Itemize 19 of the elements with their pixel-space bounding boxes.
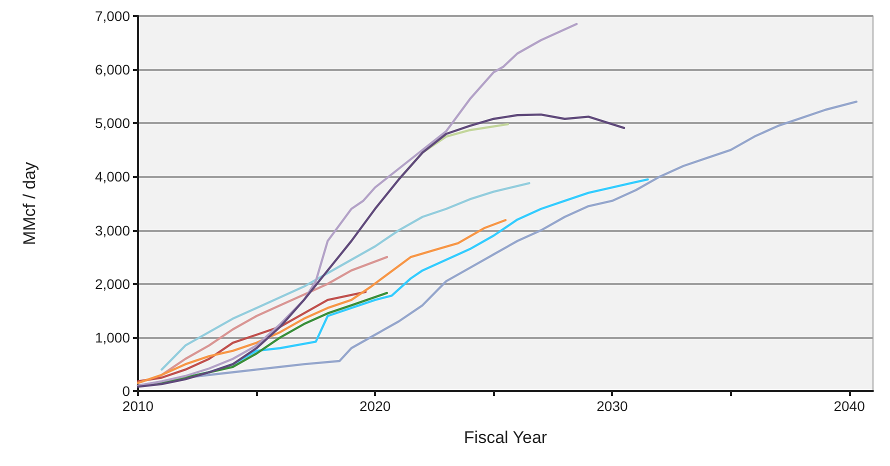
y-tick-label: 2,000 [94,276,130,292]
y-tick-label: 0 [122,383,130,399]
line-series [136,113,626,388]
x-tick-label: 2030 [596,398,628,414]
x-axis-title: Fiscal Year [464,428,548,447]
y-tick-label: 6,000 [94,62,130,78]
line-series [136,22,578,387]
y-tick-label: 4,000 [94,168,130,185]
y-tick-label: 1,000 [94,329,130,346]
y-axis-title: MMcf / day [20,161,39,246]
line-series [136,219,507,384]
line-series [160,256,388,376]
y-tick-label: 3,000 [94,222,130,238]
y-tick-label: 5,000 [94,115,130,132]
line-series [160,182,530,371]
x-tick-label: 2010 [122,398,154,414]
x-tick-label: 2040 [834,398,866,414]
x-tick-label: 2020 [360,398,391,414]
y-tick-label: 7,000 [94,8,130,24]
